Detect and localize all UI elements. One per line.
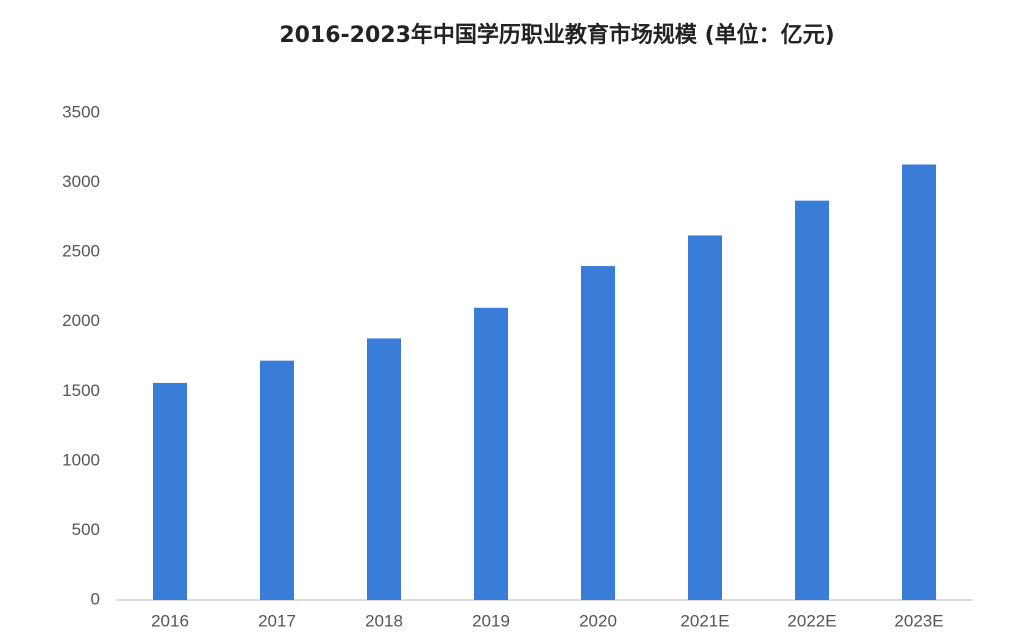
- y-tick-label: 2000: [62, 311, 100, 330]
- bar: [688, 235, 722, 600]
- x-tick-label: 2018: [365, 611, 403, 630]
- x-tick-label: 2019: [472, 611, 510, 630]
- x-tick-label: 2021E: [680, 611, 729, 630]
- y-tick-label: 1000: [62, 450, 100, 469]
- bar: [474, 307, 508, 600]
- x-tick-label: 2020: [579, 611, 617, 630]
- y-tick-label: 500: [72, 520, 100, 539]
- bar: [581, 266, 615, 600]
- bar: [902, 164, 936, 601]
- y-tick-label: 0: [91, 589, 100, 608]
- bar: [367, 338, 401, 600]
- y-tick-label: 1500: [62, 381, 100, 400]
- y-tick-label: 2500: [62, 242, 100, 261]
- y-tick-label: 3000: [62, 172, 100, 191]
- chart-title: 2016-2023年中国学历职业教育市场规模 (单位：亿元): [279, 22, 834, 48]
- x-tick-label: 2023E: [894, 611, 943, 630]
- bar: [153, 382, 187, 600]
- bar: [260, 360, 294, 600]
- bar: [795, 200, 829, 600]
- x-tick-label: 2017: [258, 611, 296, 630]
- y-tick-label: 3500: [62, 102, 100, 121]
- x-tick-label: 2016: [151, 611, 189, 630]
- x-tick-label: 2022E: [787, 611, 836, 630]
